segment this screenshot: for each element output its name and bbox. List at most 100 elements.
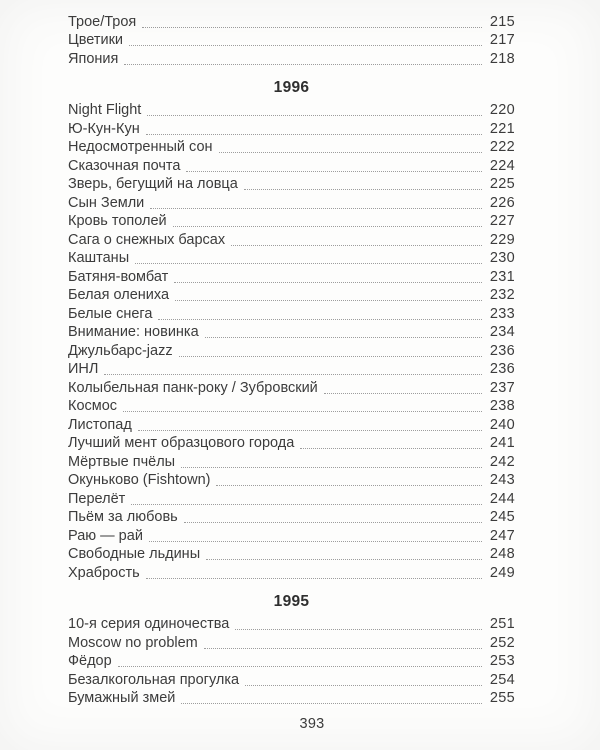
toc-entry-title: Пьём за любовь [68, 509, 178, 525]
toc-entry-title: Зверь, бегущий на ловца [68, 176, 238, 192]
toc-entry: ИНЛ 236 [68, 360, 515, 379]
toc-entry-page: 229 [489, 231, 515, 248]
dot-leader [129, 45, 482, 46]
dot-leader [300, 448, 482, 449]
dot-leader [175, 300, 482, 301]
toc-entry-title: Трое/Троя [68, 13, 137, 30]
toc-entry: Пьём за любовь 245 [68, 508, 515, 527]
toc-entry: Перелёт 244 [68, 489, 515, 508]
toc-entry-title: Храбрость [68, 564, 140, 581]
toc-entry-page: 215 [489, 13, 515, 30]
dot-leader [174, 281, 482, 283]
dot-leader [204, 337, 482, 338]
toc-entry-page: 218 [489, 50, 515, 67]
toc-entry-title: Внимание: новинка [68, 324, 199, 340]
toc-entry-title: 10-я серия одиночества [68, 616, 230, 632]
toc-entry: Зверь, бегущий на ловца 225 [68, 175, 515, 194]
year-heading: 1996 [273, 78, 310, 96]
toc-entry-page: 234 [489, 324, 515, 340]
toc-entry: Цветики 217 [68, 31, 515, 50]
toc-entry-title: Night Flight [68, 102, 142, 118]
toc-entry: Окуньково (Fishtown) 243 [68, 471, 515, 490]
toc-entry: Ю-Кун-Кун 221 [68, 119, 515, 138]
toc-entry: Джульбарс-jazz 236 [68, 341, 515, 360]
toc-entry: Свободные льдины 248 [68, 545, 515, 564]
toc-entry-page: 249 [489, 564, 515, 581]
toc-entry-title: Колыбельная панк-року / Зубровский [68, 379, 318, 396]
dot-leader [145, 133, 482, 135]
dot-leader [131, 503, 482, 505]
toc-entry-title: Кровь тополей [68, 213, 167, 229]
dot-leader [148, 540, 482, 542]
toc-entry-page: 247 [489, 527, 515, 544]
toc-entry-page: 227 [489, 213, 515, 229]
toc-entry: Колыбельная панк-року / Зубровский 237 [68, 378, 515, 397]
toc-entry: Бумажный змей 255 [68, 689, 515, 708]
toc-entry: Сказочная почта 224 [68, 156, 515, 175]
dot-leader [235, 629, 482, 630]
dot-leader [178, 355, 482, 357]
dot-leader [124, 63, 482, 65]
toc-entry-title: ИНЛ [68, 361, 99, 377]
toc-entry-title: Ю-Кун-Кун [68, 120, 140, 137]
toc-entry-page: 245 [489, 509, 515, 525]
toc-entry-page: 251 [489, 616, 515, 632]
dot-leader [137, 429, 482, 431]
toc-entry: 10-я серия одиночества 251 [68, 615, 515, 634]
dot-leader [245, 684, 482, 686]
dot-leader [231, 244, 482, 246]
toc-entry-page: 240 [489, 416, 515, 433]
toc-entry-title: Свободные льдины [68, 546, 201, 562]
toc-entry: Moscow no problem 252 [68, 633, 515, 652]
toc-entry-title: Лучший мент образцового города [68, 435, 295, 451]
toc-entry-page: 231 [489, 268, 515, 285]
toc-entry: Night Flight 220 [68, 101, 515, 120]
toc-entry: Храбрость 249 [68, 563, 515, 582]
dot-leader [183, 522, 482, 523]
toc-entry-page: 254 [489, 671, 515, 688]
dot-leader [186, 170, 482, 172]
toc-entry: Трое/Троя 215 [68, 12, 515, 31]
toc-entry-page: 232 [489, 287, 515, 303]
toc-entry-title: Безалкогольная прогулка [68, 671, 240, 688]
toc-entry-title: Сага о снежных барсах [68, 231, 226, 248]
toc-entry-title: Белая олениха [68, 287, 170, 303]
dot-leader [218, 152, 482, 153]
toc-entry-title: Батяня-вомбат [68, 268, 169, 285]
toc-entry: Фёдор 253 [68, 652, 515, 671]
toc-entry: Каштаны 230 [68, 249, 515, 268]
toc-entry: Безалкогольная прогулка 254 [68, 670, 515, 689]
toc-entry: Космос 238 [68, 397, 515, 416]
dot-leader [123, 411, 482, 412]
dot-leader [323, 392, 482, 394]
toc-entry-page: 221 [489, 120, 515, 137]
toc-entry-page: 220 [489, 102, 515, 118]
toc-entry-title: Каштаны [68, 250, 130, 266]
toc-entry-page: 244 [489, 490, 515, 507]
toc-entry: Листопад 240 [68, 415, 515, 434]
toc-entry: Батяня-вомбат 231 [68, 267, 515, 286]
toc-entry-page: 241 [489, 435, 515, 451]
toc-entry-page: 230 [489, 250, 515, 266]
dot-leader [150, 207, 482, 209]
page-number: 393 [299, 716, 325, 732]
toc-entry-page: 233 [489, 305, 515, 322]
toc-entry-page: 253 [489, 653, 515, 669]
dot-leader [203, 647, 482, 649]
toc-entry-page: 236 [489, 361, 515, 377]
toc-entry-title: Сказочная почта [68, 157, 181, 174]
dot-leader [172, 226, 482, 227]
dot-leader [216, 485, 482, 486]
toc-entry: Кровь тополей 227 [68, 212, 515, 231]
toc-entry-title: Листопад [68, 416, 132, 433]
toc-entry-page: 243 [489, 472, 515, 488]
toc-entry-page: 222 [489, 139, 515, 155]
toc-entry-page: 255 [489, 690, 515, 706]
toc-entry-title: Окуньково (Fishtown) [68, 472, 211, 488]
toc-entry: Лучший мент образцового города 241 [68, 434, 515, 453]
dot-leader [142, 26, 482, 28]
toc-entry-page: 236 [489, 342, 515, 359]
toc-entry: Сын Земли 226 [68, 193, 515, 212]
toc-entry-title: Япония [68, 50, 119, 67]
dot-leader [145, 577, 482, 579]
